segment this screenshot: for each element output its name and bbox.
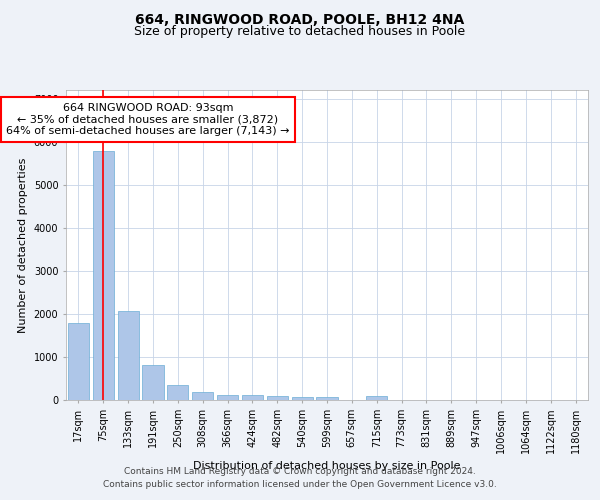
Bar: [68, 324, 89, 400]
Bar: [267, 396, 288, 400]
Text: Size of property relative to detached houses in Poole: Size of property relative to detached ho…: [134, 25, 466, 38]
Bar: [118, 312, 139, 400]
Bar: [292, 397, 313, 400]
Bar: [142, 364, 164, 400]
Bar: [167, 386, 188, 400]
Bar: [316, 397, 338, 400]
Text: 664 RINGWOOD ROAD: 93sqm
← 35% of detached houses are smaller (3,872)
64% of sem: 664 RINGWOOD ROAD: 93sqm ← 35% of detach…: [6, 103, 290, 136]
Bar: [366, 396, 387, 400]
Text: Contains HM Land Registry data © Crown copyright and database right 2024.: Contains HM Land Registry data © Crown c…: [124, 467, 476, 476]
Bar: [93, 151, 114, 400]
Text: 664, RINGWOOD ROAD, POOLE, BH12 4NA: 664, RINGWOOD ROAD, POOLE, BH12 4NA: [136, 12, 464, 26]
Text: Contains public sector information licensed under the Open Government Licence v3: Contains public sector information licen…: [103, 480, 497, 489]
X-axis label: Distribution of detached houses by size in Poole: Distribution of detached houses by size …: [193, 462, 461, 471]
Y-axis label: Number of detached properties: Number of detached properties: [18, 158, 28, 332]
Bar: [242, 396, 263, 400]
Bar: [192, 392, 213, 400]
Bar: [217, 395, 238, 400]
